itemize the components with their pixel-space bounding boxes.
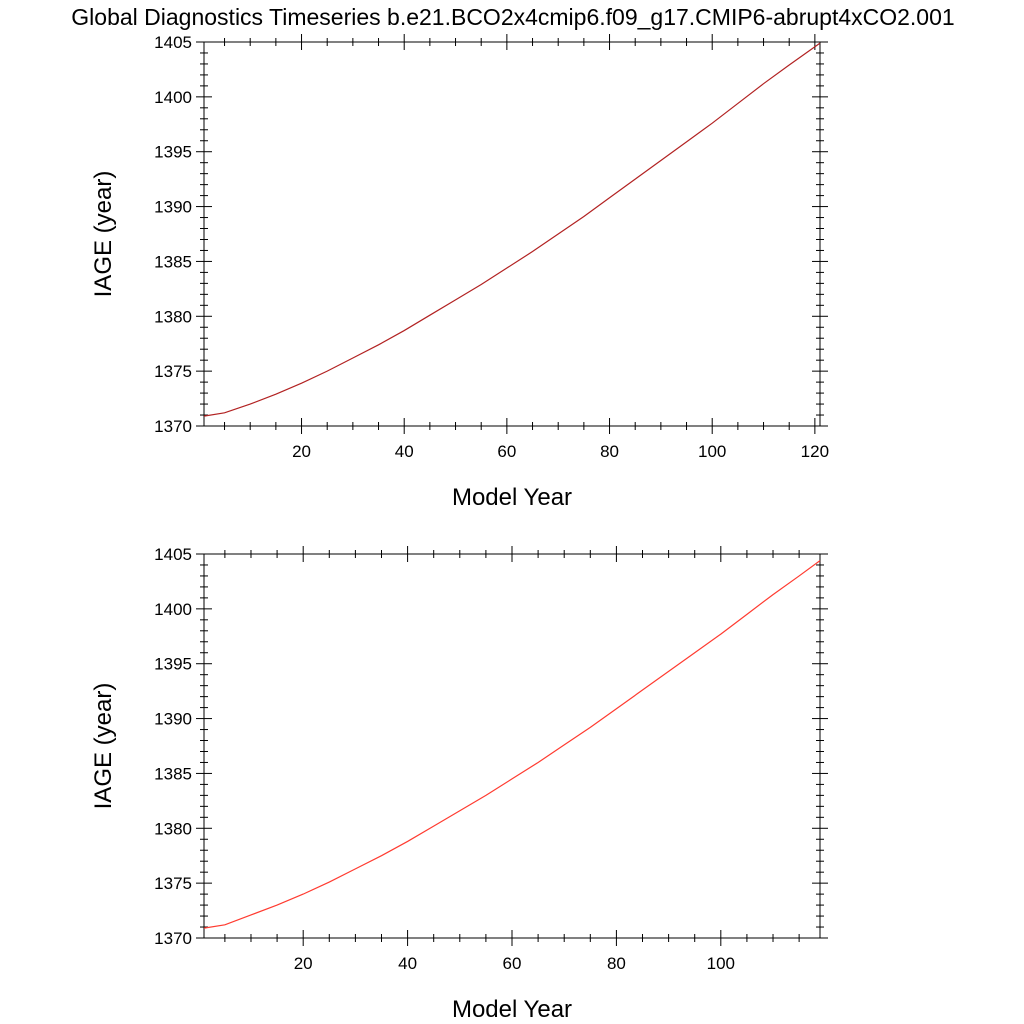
bottom-tick-labels: 20 40 60 80 100 1370 1375 1380 1385 1390 1395 1400 1… bbox=[154, 545, 735, 973]
x-tick-label: 80 bbox=[600, 442, 619, 461]
x-tick-label: 20 bbox=[292, 442, 311, 461]
figure-title: Global Diagnostics Timeseries b.e21.BCO2… bbox=[71, 4, 954, 30]
bottom-series-line bbox=[203, 560, 821, 929]
y-tick-label: 1405 bbox=[154, 545, 192, 564]
y-tick-label: 1400 bbox=[154, 88, 192, 107]
bottom-ticks bbox=[196, 546, 828, 946]
top-series-line bbox=[203, 42, 821, 417]
top-y-axis-title: IAGE (year) bbox=[90, 171, 117, 298]
x-tick-label: 40 bbox=[398, 954, 417, 973]
y-tick-label: 1380 bbox=[154, 307, 192, 326]
top-x-axis-title: Model Year bbox=[452, 484, 572, 511]
y-tick-label: 1390 bbox=[154, 710, 192, 729]
y-tick-label: 1370 bbox=[154, 417, 192, 436]
top-plot-frame bbox=[203, 41, 821, 427]
top-tick-labels: 20 40 60 80 100 120 1370 1375 1380 1385 1390 1395 14… bbox=[154, 33, 829, 461]
bottom-plot-frame bbox=[203, 553, 821, 939]
y-tick-label: 1375 bbox=[154, 362, 192, 381]
y-tick-label: 1380 bbox=[154, 819, 192, 838]
bottom-x-axis-title: Model Year bbox=[452, 996, 572, 1023]
x-tick-label: 80 bbox=[607, 954, 626, 973]
y-tick-label: 1385 bbox=[154, 252, 192, 271]
bottom-y-axis-title: IAGE (year) bbox=[90, 683, 117, 810]
y-tick-label: 1375 bbox=[154, 874, 192, 893]
x-tick-label: 40 bbox=[395, 442, 414, 461]
x-tick-label: 100 bbox=[707, 954, 735, 973]
x-tick-label: 20 bbox=[294, 954, 313, 973]
x-tick-label: 60 bbox=[497, 442, 516, 461]
top-panel: 20 40 60 80 100 120 1370 1375 1380 1385 1390 1395 14… bbox=[90, 33, 829, 511]
y-tick-label: 1385 bbox=[154, 764, 192, 783]
y-tick-label: 1370 bbox=[154, 929, 192, 948]
x-tick-label: 60 bbox=[503, 954, 522, 973]
bottom-panel: 20 40 60 80 100 1370 1375 1380 1385 1390 1395 1400 1… bbox=[90, 545, 828, 1023]
top-ticks bbox=[196, 34, 828, 434]
y-tick-label: 1390 bbox=[154, 198, 192, 217]
y-tick-label: 1400 bbox=[154, 600, 192, 619]
y-tick-label: 1395 bbox=[154, 143, 192, 162]
y-tick-label: 1395 bbox=[154, 655, 192, 674]
x-tick-label: 100 bbox=[698, 442, 726, 461]
x-tick-label: 120 bbox=[801, 442, 829, 461]
y-tick-label: 1405 bbox=[154, 33, 192, 52]
